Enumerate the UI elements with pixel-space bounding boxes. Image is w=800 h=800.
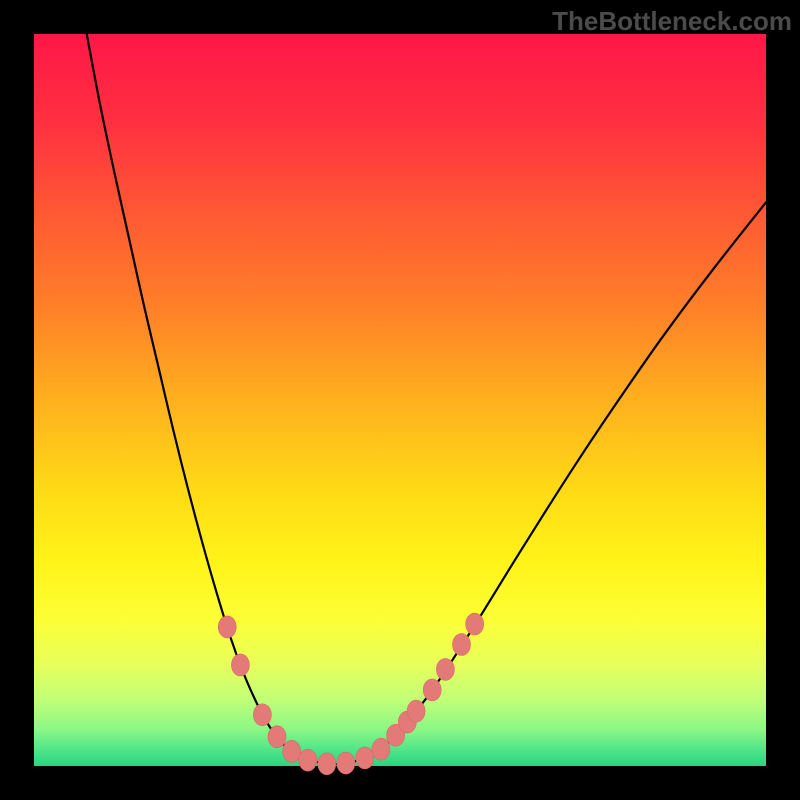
- curve-marker: [283, 740, 301, 762]
- bottleneck-curve: [87, 34, 766, 764]
- curve-marker: [218, 616, 236, 638]
- markers-left-branch: [218, 616, 355, 775]
- curve-marker: [466, 613, 484, 635]
- curve-marker: [436, 658, 454, 680]
- curve-marker: [299, 749, 317, 771]
- curve-marker: [407, 700, 425, 722]
- curve-marker: [452, 633, 470, 655]
- curve-marker: [372, 738, 390, 760]
- curve-marker: [356, 747, 374, 769]
- curve-marker: [423, 679, 441, 701]
- curve-marker: [231, 654, 249, 676]
- curve-marker: [318, 753, 336, 775]
- curve-marker: [268, 726, 286, 748]
- curve-layer: [0, 0, 800, 800]
- chart-container: TheBottleneck.com: [0, 0, 800, 800]
- curve-marker: [253, 704, 271, 726]
- curve-marker: [337, 752, 355, 774]
- markers-right-branch: [356, 613, 484, 769]
